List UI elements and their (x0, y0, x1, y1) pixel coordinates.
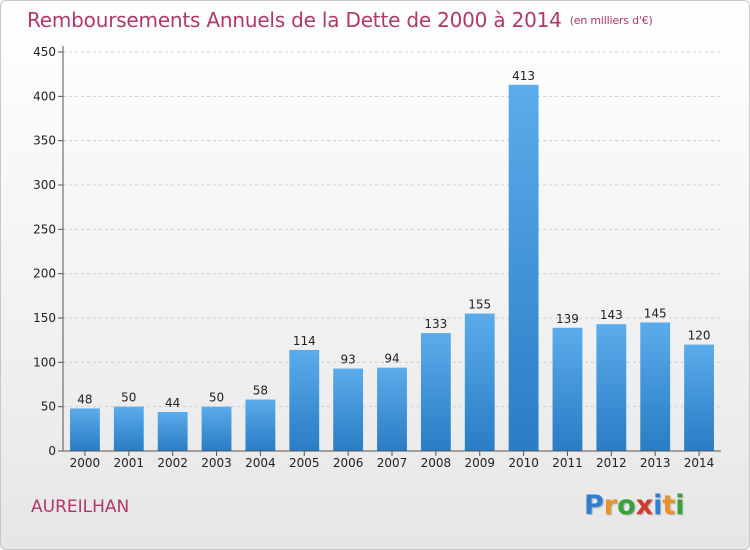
logo-letter: x (635, 490, 654, 521)
y-tick-label: 400 (33, 89, 56, 103)
logo-letter: o (617, 490, 636, 521)
x-tick-label: 2002 (157, 456, 188, 470)
y-tick-label: 150 (33, 311, 56, 325)
bar-value-label: 139 (556, 312, 579, 326)
logo-letter: i (653, 490, 663, 521)
chart-title-text: Remboursements Annuels de la Dette de 20… (27, 8, 562, 32)
logo-letter: P (584, 490, 604, 521)
bar-value-label: 413 (512, 69, 535, 83)
bar-2007 (377, 367, 407, 451)
bar-2000 (70, 408, 100, 451)
x-tick-label: 2001 (114, 456, 145, 470)
x-tick-label: 2010 (508, 456, 539, 470)
y-tick-label: 300 (33, 178, 56, 192)
bars: 48 50 44 50 58 114 93 94 133 155 413 139 143 145 120 (70, 69, 714, 451)
logo-letter: t (662, 490, 676, 521)
bar-2013 (640, 322, 671, 451)
bar-2001 (113, 406, 144, 451)
x-tick-label: 2003 (201, 456, 232, 470)
x-tick-label: 2006 (333, 456, 364, 470)
y-tick-label: 450 (33, 45, 56, 59)
bar-value-label: 50 (209, 391, 224, 405)
bar-value-label: 93 (340, 353, 355, 367)
chart-unit: (en milliers d'€) (569, 14, 653, 27)
bar-value-label: 48 (77, 392, 92, 406)
bar-2012 (596, 324, 627, 451)
y-tick-label: 100 (33, 355, 56, 369)
x-tick-label: 2014 (684, 456, 715, 470)
x-tick-label: 2012 (596, 456, 627, 470)
bar-value-label: 145 (644, 306, 667, 320)
x-tick-label: 2004 (245, 456, 276, 470)
bar-2009 (464, 313, 495, 451)
bar-2005 (289, 349, 320, 451)
axes: 0 50 100 150 200 250 300 350 400 450 2000 2001 2002 2… (33, 45, 721, 470)
x-tick-label: 2009 (464, 456, 495, 470)
bar-value-label: 94 (384, 352, 399, 366)
x-tick-label: 2007 (377, 456, 408, 470)
bar-2003 (201, 406, 232, 451)
x-tick-label: 2000 (70, 456, 101, 470)
x-tick-label: 2013 (640, 456, 671, 470)
logo-letter: r (603, 490, 618, 521)
y-tick-label: 50 (41, 400, 56, 414)
bar-2008 (420, 333, 451, 451)
bar-2014 (684, 344, 714, 451)
bar-2010 (508, 84, 539, 451)
proxiti-logo: Proxiti (584, 490, 685, 521)
bar-2004 (245, 399, 276, 451)
logo-letter: i (675, 490, 685, 521)
bar-value-label: 50 (121, 391, 136, 405)
bar-value-label: 120 (688, 329, 711, 343)
y-tick-label: 0 (48, 444, 56, 458)
bar-2011 (552, 327, 583, 451)
bar-value-label: 58 (253, 384, 268, 398)
x-tick-label: 2005 (289, 456, 320, 470)
x-tick-label: 2011 (552, 456, 583, 470)
y-tick-label: 350 (33, 134, 56, 148)
bar-value-label: 133 (424, 317, 447, 331)
bar-value-label: 114 (293, 334, 316, 348)
bar-value-label: 155 (468, 298, 491, 312)
chart-title: Remboursements Annuels de la Dette de 20… (27, 8, 653, 32)
bar-value-label: 143 (600, 308, 623, 322)
bar-2006 (333, 368, 364, 451)
x-tick-label: 2008 (421, 456, 452, 470)
bar-2002 (157, 411, 188, 451)
bar-value-label: 44 (165, 396, 180, 410)
y-tick-label: 200 (33, 267, 56, 281)
y-tick-label: 250 (33, 222, 56, 236)
commune-name: AUREILHAN (31, 497, 130, 517)
